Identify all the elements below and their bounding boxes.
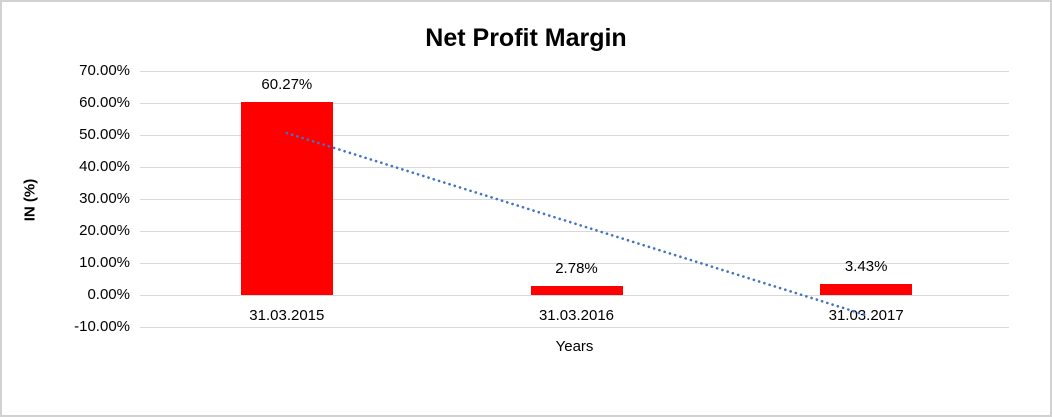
gridline bbox=[140, 102, 1009, 104]
x-axis-category-label: 31.03.2017 bbox=[828, 307, 904, 324]
y-axis-tick-label: 30.00% bbox=[79, 190, 130, 207]
x-axis-category-label: 31.03.2016 bbox=[538, 307, 615, 324]
bar-31.03.2015 bbox=[240, 102, 333, 295]
bar-31.03.2016 bbox=[530, 286, 623, 295]
x-axis-title: Years bbox=[555, 338, 594, 355]
data-label: 3.43% bbox=[844, 258, 888, 276]
y-axis-tick-label: -10.00% bbox=[74, 318, 130, 335]
data-label: 60.27% bbox=[261, 76, 313, 94]
y-axis-tick-label: 0.00% bbox=[87, 286, 130, 303]
y-axis-tick-label: 70.00% bbox=[79, 62, 130, 79]
y-axis-tick-label: 10.00% bbox=[79, 254, 130, 271]
y-axis-tick-label: 50.00% bbox=[79, 126, 130, 143]
chart-title: Net Profit Margin bbox=[425, 24, 627, 52]
y-axis-tick-label: 40.00% bbox=[79, 158, 130, 175]
y-axis-tick-label: 20.00% bbox=[79, 222, 130, 239]
gridline bbox=[140, 70, 1009, 72]
gridline bbox=[140, 326, 1009, 328]
y-axis-tick-label: 60.00% bbox=[79, 94, 130, 111]
bar-31.03.2017 bbox=[820, 284, 913, 295]
data-label: 2.78% bbox=[555, 260, 598, 278]
x-axis-category-label: 31.03.2015 bbox=[249, 307, 325, 324]
